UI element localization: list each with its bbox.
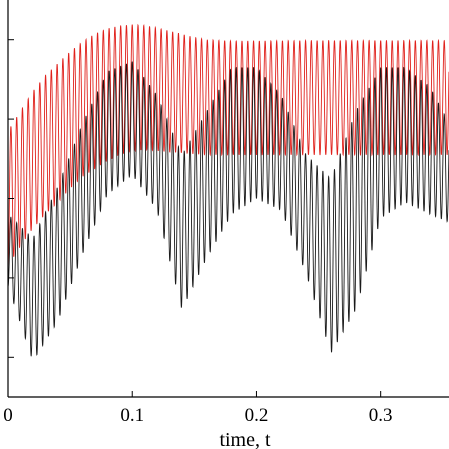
- series-line-1: [7, 23, 449, 267]
- x-tick-label: 0.1: [120, 405, 144, 426]
- axes-layer: 0 0.1 0.2 0.3: [3, 0, 449, 426]
- x-axis-label: time, t: [219, 429, 271, 449]
- x-tick-label: 0.2: [245, 405, 269, 426]
- series-line-2: [7, 61, 449, 357]
- x-tick-label: 0: [3, 405, 13, 426]
- x-tick-label: 0.3: [369, 405, 393, 426]
- series-layer: [7, 23, 449, 357]
